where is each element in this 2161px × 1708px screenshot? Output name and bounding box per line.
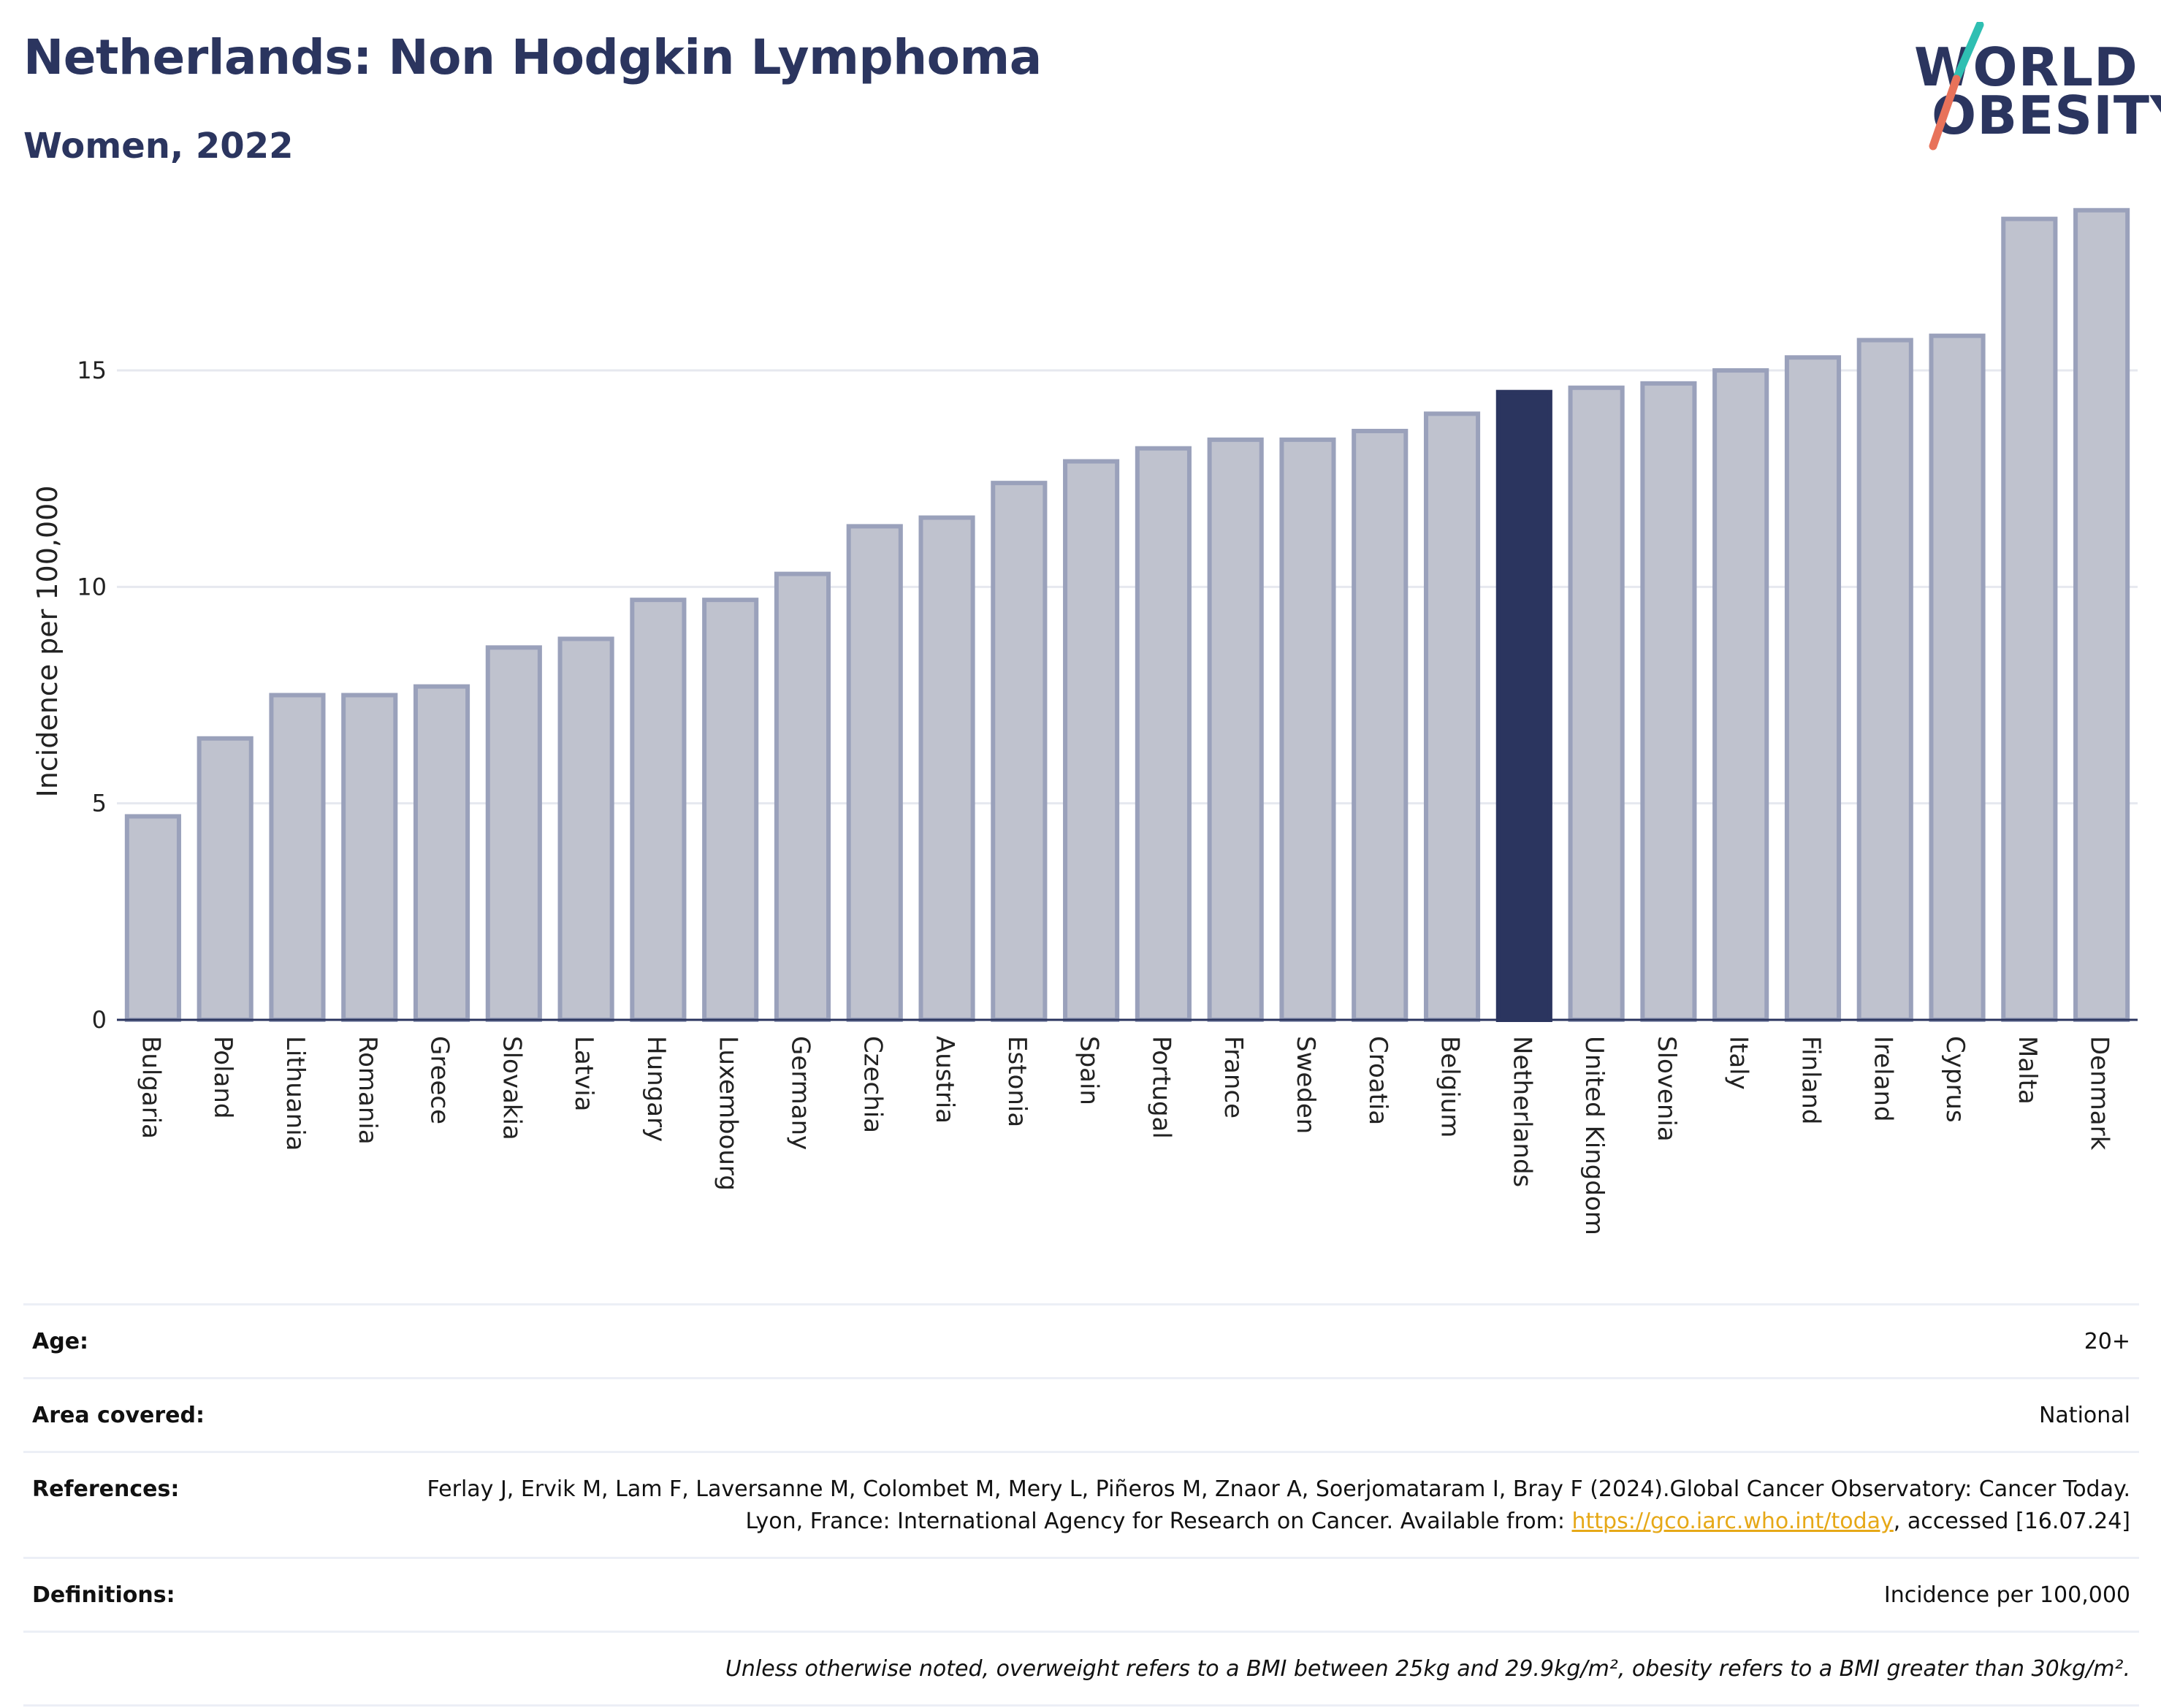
definitions-value: Incidence per 100,000 (1883, 1582, 2130, 1608)
x-tick-label: Netherlands (1507, 1036, 1536, 1187)
chart-subtitle: Women, 2022 (23, 126, 294, 167)
bar-chart: 0 5 10 15 Incidence per 100,000 Bulgaria Pola… (31, 207, 2138, 1235)
x-tick-label: Greece (425, 1036, 454, 1124)
bar-united-kingdom (1568, 385, 1625, 1023)
bar-germany (774, 571, 831, 1022)
x-tick-label: Lithuania (281, 1036, 310, 1151)
meta-row-age: Age: 20+ (23, 1303, 2139, 1377)
bar-netherlands (1495, 389, 1552, 1022)
y-tick-label: 15 (77, 357, 107, 384)
references-label: References: (32, 1476, 180, 1502)
bar-sweden (1279, 437, 1336, 1023)
bar-spain (1063, 459, 1120, 1022)
bar-cyprus (1929, 333, 1986, 1023)
definitions-label: Definitions: (32, 1582, 175, 1608)
x-tick-label: Italy (1724, 1036, 1753, 1090)
references-link[interactable]: https://gco.iarc.who.int/today (1571, 1509, 1894, 1534)
x-tick-label: Spain (1075, 1036, 1104, 1105)
bar-latvia (557, 636, 614, 1022)
meta-row-area: Area covered: National (23, 1377, 2139, 1451)
x-tick-label: Finland (1796, 1036, 1825, 1125)
x-tick-label: United Kingdom (1579, 1036, 1609, 1235)
area-value: National (2038, 1403, 2130, 1428)
bar-romania (341, 693, 398, 1022)
x-tick-label: Sweden (1291, 1036, 1320, 1134)
meta-row-references: References: Ferlay J, Ervik M, Lam F, La… (23, 1451, 2139, 1557)
bar-bulgaria (124, 814, 181, 1022)
meta-row-note: Unless otherwise noted, overweight refer… (23, 1631, 2139, 1707)
bar-poland (197, 736, 254, 1023)
bar-luxembourg (702, 598, 759, 1022)
world-obesity-logo: WORLD OBESITY (1899, 22, 2161, 153)
bar-denmark (2073, 207, 2130, 1023)
bar-portugal (1135, 446, 1192, 1022)
x-tick-label: Romania (353, 1036, 382, 1145)
bar-czechia (846, 524, 903, 1022)
bar-malta (2001, 216, 2058, 1022)
x-tick-label: Portugal (1146, 1036, 1175, 1139)
bar-france (1207, 437, 1264, 1023)
bmi-note: Unless otherwise noted, overweight refer… (725, 1656, 2130, 1682)
x-tick-label: Slovakia (497, 1036, 526, 1140)
chart-title: Netherlands: Non Hodgkin Lymphoma (23, 29, 1042, 85)
bar-greece (413, 684, 470, 1023)
x-tick-label: Bulgaria (136, 1036, 165, 1139)
bars (124, 207, 2130, 1023)
area-label: Area covered: (32, 1403, 205, 1428)
x-tick-label: Germany (785, 1036, 815, 1150)
meta-row-definitions: Definitions: Incidence per 100,000 (23, 1557, 2139, 1631)
bar-lithuania (269, 693, 326, 1022)
y-axis-title: Incidence per 100,000 (31, 485, 64, 797)
x-tick-label: Cyprus (1940, 1036, 1970, 1123)
bar-italy (1712, 368, 1769, 1023)
x-tick-label: Austria (930, 1036, 959, 1124)
x-tick-label: Latvia (569, 1036, 598, 1112)
bar-croatia (1352, 429, 1409, 1022)
bar-austria (918, 515, 975, 1022)
bar-slovenia (1640, 381, 1697, 1022)
age-value: 20+ (2084, 1329, 2130, 1354)
bar-ireland (1856, 338, 1913, 1022)
references-text: Ferlay J, Ervik M, Lam F, Laversanne M, … (427, 1476, 2130, 1534)
bar-belgium (1423, 411, 1481, 1022)
x-tick-label: Croatia (1363, 1036, 1392, 1125)
bar-estonia (991, 481, 1048, 1022)
y-tick-label: 10 (77, 573, 107, 601)
y-tick-label: 5 (92, 790, 107, 817)
logo-slash-icon (1929, 22, 1984, 150)
bar-slovakia (485, 645, 542, 1022)
x-tick-label: Malta (2013, 1036, 2042, 1105)
x-tick-label: Czechia (858, 1036, 887, 1133)
x-tick-label: Luxembourg (714, 1036, 743, 1191)
age-label: Age: (32, 1329, 89, 1354)
x-tick-label: Denmark (2085, 1036, 2114, 1151)
metadata-table: Age: 20+ Area covered: National Referenc… (23, 1303, 2139, 1707)
x-tick-label: Ireland (1868, 1036, 1897, 1122)
logo-word-obesity: OBESITY (1932, 85, 2161, 146)
x-tick-label: Estonia (1002, 1036, 1032, 1127)
y-tick-label: 0 (92, 1006, 107, 1034)
x-tick-label: Belgium (1436, 1036, 1465, 1137)
x-tick-label: Hungary (641, 1036, 671, 1142)
x-tick-label: France (1219, 1036, 1248, 1118)
references-value: Ferlay J, Ervik M, Lam F, Laversanne M, … (377, 1473, 2130, 1538)
bar-hungary (630, 598, 687, 1022)
category-labels: Bulgaria Poland Lithuania Romania Greece Slov… (136, 1036, 2114, 1235)
x-tick-label: Slovenia (1652, 1036, 1681, 1142)
axes: 0 5 10 15 Incidence per 100,000 (31, 357, 2138, 1034)
bar-finland (1784, 355, 1842, 1022)
x-tick-label: Poland (208, 1036, 237, 1119)
references-accessed: , accessed [16.07.24] (1893, 1509, 2130, 1534)
